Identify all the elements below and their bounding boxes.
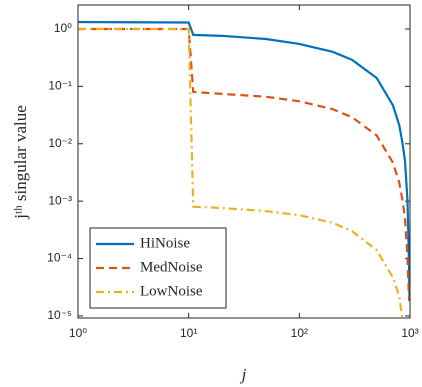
y-tick-label: 10⁰ — [54, 21, 72, 35]
series-line — [78, 27, 410, 300]
y-tick-label: 10⁻⁴ — [47, 251, 72, 265]
legend-label: LowNoise — [140, 283, 203, 299]
axes-box — [77, 4, 411, 319]
legend-label: MedNoise — [140, 259, 203, 275]
y-tick-label: 10⁻³ — [48, 193, 72, 207]
series-line — [78, 20, 410, 302]
y-tick-label: 10⁻⁵ — [47, 308, 72, 322]
y-tick-label: 10⁻¹ — [48, 79, 72, 93]
x-tick-label: 10³ — [401, 326, 418, 340]
x-tick-label: 10¹ — [180, 326, 197, 340]
x-axis-label: j — [240, 365, 247, 384]
series-line — [78, 27, 404, 318]
x-tick-label: 10⁰ — [69, 326, 87, 340]
x-tick-label: 10² — [291, 326, 308, 340]
legend-label: HiNoise — [140, 235, 190, 251]
y-axis-label: jᵗʰ singular value — [11, 105, 30, 220]
y-tick-label: 10⁻² — [48, 136, 72, 150]
